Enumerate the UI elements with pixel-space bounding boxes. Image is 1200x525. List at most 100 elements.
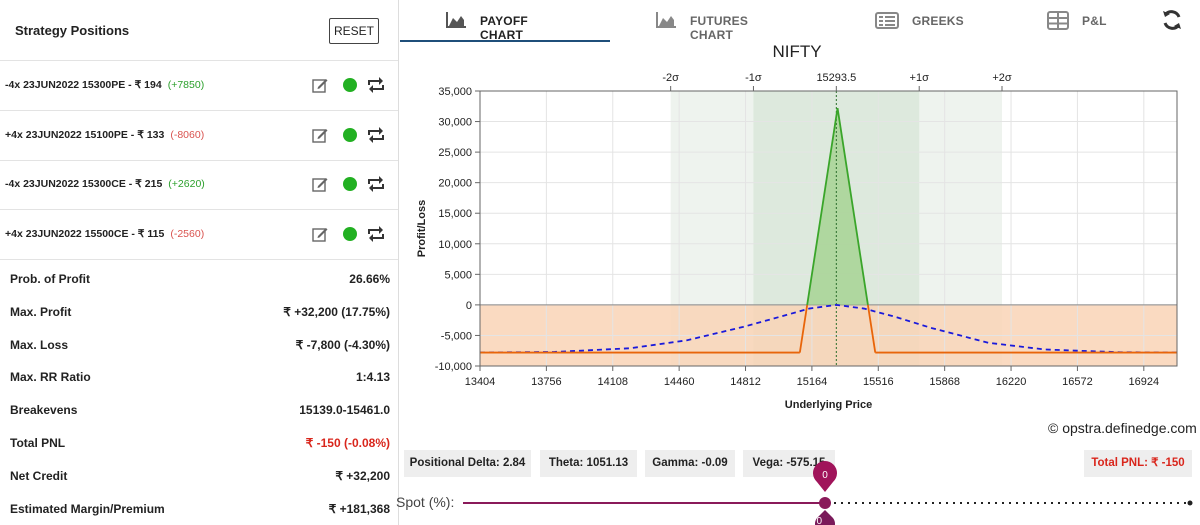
tab-label: P&L [1082,14,1107,28]
y-axis-label: Profit/Loss [416,200,428,257]
strategy-positions-panel: Strategy Positions RESET -4x 23JUN2022 1… [0,0,399,525]
edit-icon[interactable] [312,176,328,192]
x-tick-label: 13756 [531,376,562,388]
stat-row: Total PNL ₹ -150 (-0.08%) [0,425,398,458]
swap-icon[interactable] [366,225,386,243]
stat-row: Max. Profit ₹ +32,200 (17.75%) [0,294,398,327]
position-pnl: (-2560) [170,227,205,240]
position-row: +4x 23JUN2022 15100PE - ₹ 133 (-8060) [0,111,398,161]
stat-row: Max. RR Ratio 1:4.13 [0,359,398,392]
expected-pnl-line [479,303,1178,354]
position-text: +4x 23JUN2022 15500CE - ₹ 115 (-2560) [5,228,204,240]
stat-value: 26.66% [349,272,390,286]
swap-icon[interactable] [366,76,386,94]
position-text: +4x 23JUN2022 15100PE - ₹ 133 (-8060) [5,129,204,141]
x-tick-label: 14812 [730,376,761,388]
stat-label: Net Credit [10,468,68,483]
position-pnl: (+2620) [168,178,205,190]
active-status-dot[interactable] [343,127,357,142]
area-chart-icon [656,12,676,28]
x-tick-label: 16924 [1129,376,1160,388]
stat-value: ₹ +32,200 [335,468,390,483]
stat-value: 1:4.13 [355,370,390,385]
stat-value: ₹ +181,368 [328,501,390,516]
y-tick-label: 30,000 [438,117,472,129]
top-tick-label: -1σ [745,72,762,84]
stat-label: Max. Profit [10,304,72,319]
position-text: -4x 23JUN2022 15300CE - ₹ 215 (+2620) [5,178,205,190]
stat-row: Breakevens 15139.0-15461.0 [0,392,398,425]
position-label: -4x 23JUN2022 15300PE - ₹ 194 [5,79,162,91]
y-tick-label: -5,000 [441,330,472,342]
payoff-loss-segment [867,304,877,353]
stat-label: Total PNL [10,436,66,450]
position-label: +4x 23JUN2022 15100PE - ₹ 133 [5,128,165,141]
x-tick-label: 14460 [664,376,695,388]
x-tick-label: 14108 [597,376,628,388]
top-tick-label: +2σ [992,72,1012,84]
list-icon [875,12,899,29]
tab-label: FUTURES CHART [690,14,749,42]
chart-title: NIFTY [772,42,821,61]
tab-label: GREEKS [912,14,964,28]
x-tick-label: 16220 [996,376,1027,388]
stat-label: Prob. of Profit [10,272,90,286]
payoff-profit-segment [806,107,839,306]
slider-end-dot [1187,500,1193,506]
slider-value-marker-bottom: 0 [815,510,835,525]
edit-icon[interactable] [312,77,328,93]
edit-icon[interactable] [312,127,328,143]
stat-value: ₹ -7,800 (-4.30%) [295,337,390,352]
y-tick-label: 0 [466,300,472,312]
profit-area [807,108,868,305]
position-row: -4x 23JUN2022 15300CE - ₹ 215 (+2620) [0,160,398,210]
delta-badge: Positional Delta: 2.84 [404,450,531,477]
position-pnl: (+7850) [167,79,205,91]
swap-icon[interactable] [366,126,386,144]
grid-icon [1047,11,1069,30]
position-row: -4x 23JUN2022 15300PE - ₹ 194 (+7850) [0,61,398,111]
spot-label: Spot (%): [396,494,455,510]
y-tick-label: 25,000 [438,147,472,159]
active-status-dot[interactable] [343,78,357,92]
y-tick-label: 20,000 [438,178,472,190]
stat-row: Net Credit ₹ +32,200 [0,458,398,491]
y-tick-label: 5,000 [444,269,472,281]
slider-value-top: 0 [822,470,828,481]
total-pnl-badge: Total PNL: ₹ -150 [1084,450,1192,477]
payoff-loss-segment [798,304,809,353]
stat-label: Estimated Margin/Premium [10,501,165,516]
slider-value-marker-top: 0 [813,461,838,492]
top-tick-label: +1σ [910,72,930,84]
edit-icon[interactable] [312,226,328,242]
active-status-dot[interactable] [343,226,357,241]
swap-icon[interactable] [366,175,386,193]
refresh-icon[interactable] [1160,8,1184,32]
stat-value: ₹ -150 (-0.08%) [305,436,390,450]
spot-slider[interactable]: 0 0 [455,458,1200,525]
slider-handle[interactable] [819,497,831,509]
stat-row: Estimated Margin/Premium ₹ +181,368 [0,491,398,524]
stat-row: Max. Loss ₹ -7,800 (-4.30%) [0,327,398,360]
gamma-badge: Gamma: -0.09 [645,450,735,477]
plot-border [479,90,1178,367]
theta-badge: Theta: 1051.13 [540,450,637,477]
panel-header: Strategy Positions RESET [0,0,398,61]
position-label: +4x 23JUN2022 15500CE - ₹ 115 [5,227,165,240]
position-text: -4x 23JUN2022 15300PE - ₹ 194 (+7850) [5,79,204,91]
stat-value: ₹ +32,200 (17.75%) [283,304,390,319]
x-axis-label: Underlying Price [785,399,872,411]
reset-button[interactable]: RESET [329,18,379,44]
position-pnl: (-8060) [170,128,205,141]
panel-title: Strategy Positions [15,23,130,38]
position-row: +4x 23JUN2022 15500CE - ₹ 115 (-2560) [0,210,398,260]
y-tick-label: 35,000 [438,86,472,98]
y-tick-label: -10,000 [435,361,472,373]
x-tick-label: 16572 [1062,376,1093,388]
active-status-dot[interactable] [343,177,357,191]
x-tick-label: 15516 [863,376,894,388]
payoff-profit-segment [836,107,869,306]
tab-label: PAYOFF CHART [480,14,528,42]
top-tick-label: 15293.5 [816,72,856,84]
stat-label: Breakevens [10,403,78,418]
